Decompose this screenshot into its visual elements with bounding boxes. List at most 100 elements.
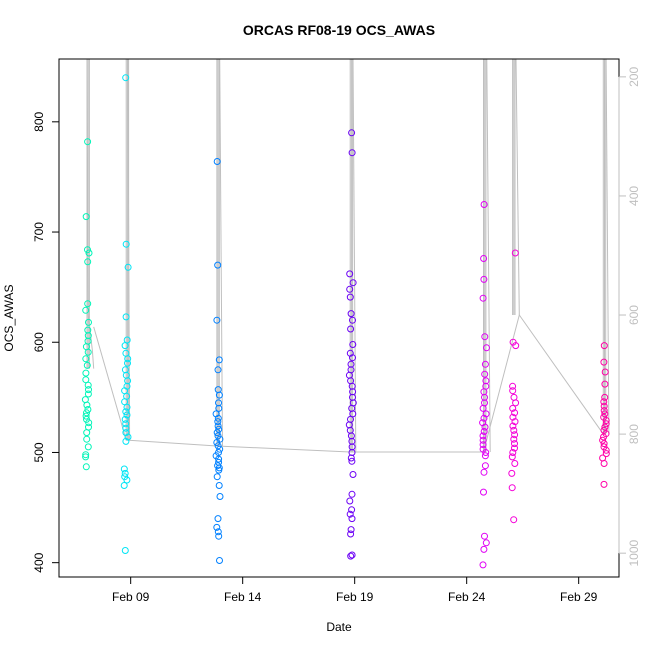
data-point — [479, 436, 487, 444]
data-point — [480, 255, 488, 262]
data-point — [349, 341, 357, 348]
data-point — [82, 453, 90, 461]
data-point — [348, 149, 356, 157]
data-point — [85, 419, 93, 427]
data-point — [348, 506, 356, 514]
data-point — [214, 442, 222, 450]
data-point — [600, 342, 608, 350]
data-point — [349, 279, 357, 287]
data-point — [214, 261, 222, 269]
data-point — [123, 403, 131, 411]
data-point — [215, 455, 223, 463]
data-point — [509, 422, 517, 430]
data-point — [347, 454, 355, 462]
data-point — [600, 480, 608, 488]
data-point — [479, 441, 487, 449]
data-point — [601, 380, 609, 388]
y-tick-label: 500 — [32, 442, 46, 462]
data-point — [215, 391, 223, 399]
data-point — [122, 437, 130, 445]
data-point — [120, 465, 128, 473]
data-point — [123, 476, 131, 484]
data-point — [215, 532, 223, 540]
data-point — [508, 484, 516, 492]
data-point — [122, 429, 130, 437]
data-point — [509, 449, 517, 456]
x-axis-label: Date — [326, 620, 352, 634]
data-point — [213, 439, 221, 446]
data-point — [84, 443, 92, 451]
data-point — [83, 429, 91, 437]
x-tick-label: Feb 29 — [560, 590, 598, 604]
data-point — [84, 258, 92, 266]
data-point — [213, 158, 221, 165]
data-point — [83, 435, 91, 443]
data-point — [215, 356, 223, 364]
data-point — [480, 488, 487, 496]
data-point — [214, 422, 222, 430]
data-point — [85, 386, 92, 394]
data-point — [602, 420, 610, 428]
data-point — [120, 482, 128, 489]
data-point — [347, 310, 355, 318]
chart-title: ORCAS RF08-19 OCS_AWAS — [243, 22, 435, 38]
data-point — [480, 414, 488, 422]
data-point — [348, 129, 356, 137]
data-point — [480, 201, 488, 208]
data-point — [82, 213, 90, 221]
data-points — [81, 74, 610, 569]
data-point — [600, 407, 608, 415]
data-point — [509, 404, 517, 412]
data-point — [85, 318, 92, 326]
data-point — [602, 417, 610, 424]
data-point — [213, 523, 221, 531]
data-point — [511, 440, 518, 448]
data-point — [480, 428, 488, 435]
data-point — [481, 360, 489, 368]
data-point — [479, 404, 487, 412]
right-tick-label: 600 — [627, 305, 641, 325]
y-axis: 400 500 600 700 800 — [32, 111, 60, 573]
right-axis: 200 400 600 800 1000 — [618, 67, 641, 567]
data-point — [84, 300, 92, 308]
data-point — [512, 399, 520, 407]
data-point — [82, 306, 90, 314]
data-point — [214, 414, 222, 422]
data-point — [481, 333, 489, 341]
data-point — [508, 469, 516, 477]
data-point — [508, 453, 516, 461]
data-point — [124, 433, 132, 441]
data-point — [346, 497, 354, 505]
data-point — [480, 545, 488, 553]
y-tick-label: 600 — [32, 332, 46, 352]
data-point — [216, 445, 224, 453]
data-point — [122, 74, 130, 82]
data-point — [600, 433, 607, 441]
data-point — [216, 557, 223, 564]
data-point — [482, 539, 490, 547]
data-point — [213, 316, 221, 324]
data-point — [482, 449, 490, 456]
data-point — [84, 138, 92, 146]
data-point — [82, 369, 90, 377]
data-point — [347, 325, 355, 333]
data-point — [82, 355, 90, 363]
data-point — [600, 460, 608, 467]
data-point — [212, 410, 220, 418]
data-point — [215, 466, 223, 474]
data-point — [509, 387, 517, 395]
data-point — [510, 426, 518, 434]
data-point — [84, 406, 92, 413]
x-axis: Feb 09 Feb 14 Feb 19 Feb 24 Feb 29 — [112, 576, 598, 604]
right-tick-label: 1000 — [627, 540, 641, 567]
data-point — [124, 355, 132, 363]
data-point — [215, 482, 223, 489]
data-point — [346, 270, 354, 278]
data-point — [600, 440, 608, 448]
data-point — [512, 342, 520, 350]
right-tick-label: 400 — [627, 186, 641, 206]
data-point — [602, 450, 610, 458]
data-point — [479, 561, 487, 569]
data-point — [122, 240, 130, 248]
